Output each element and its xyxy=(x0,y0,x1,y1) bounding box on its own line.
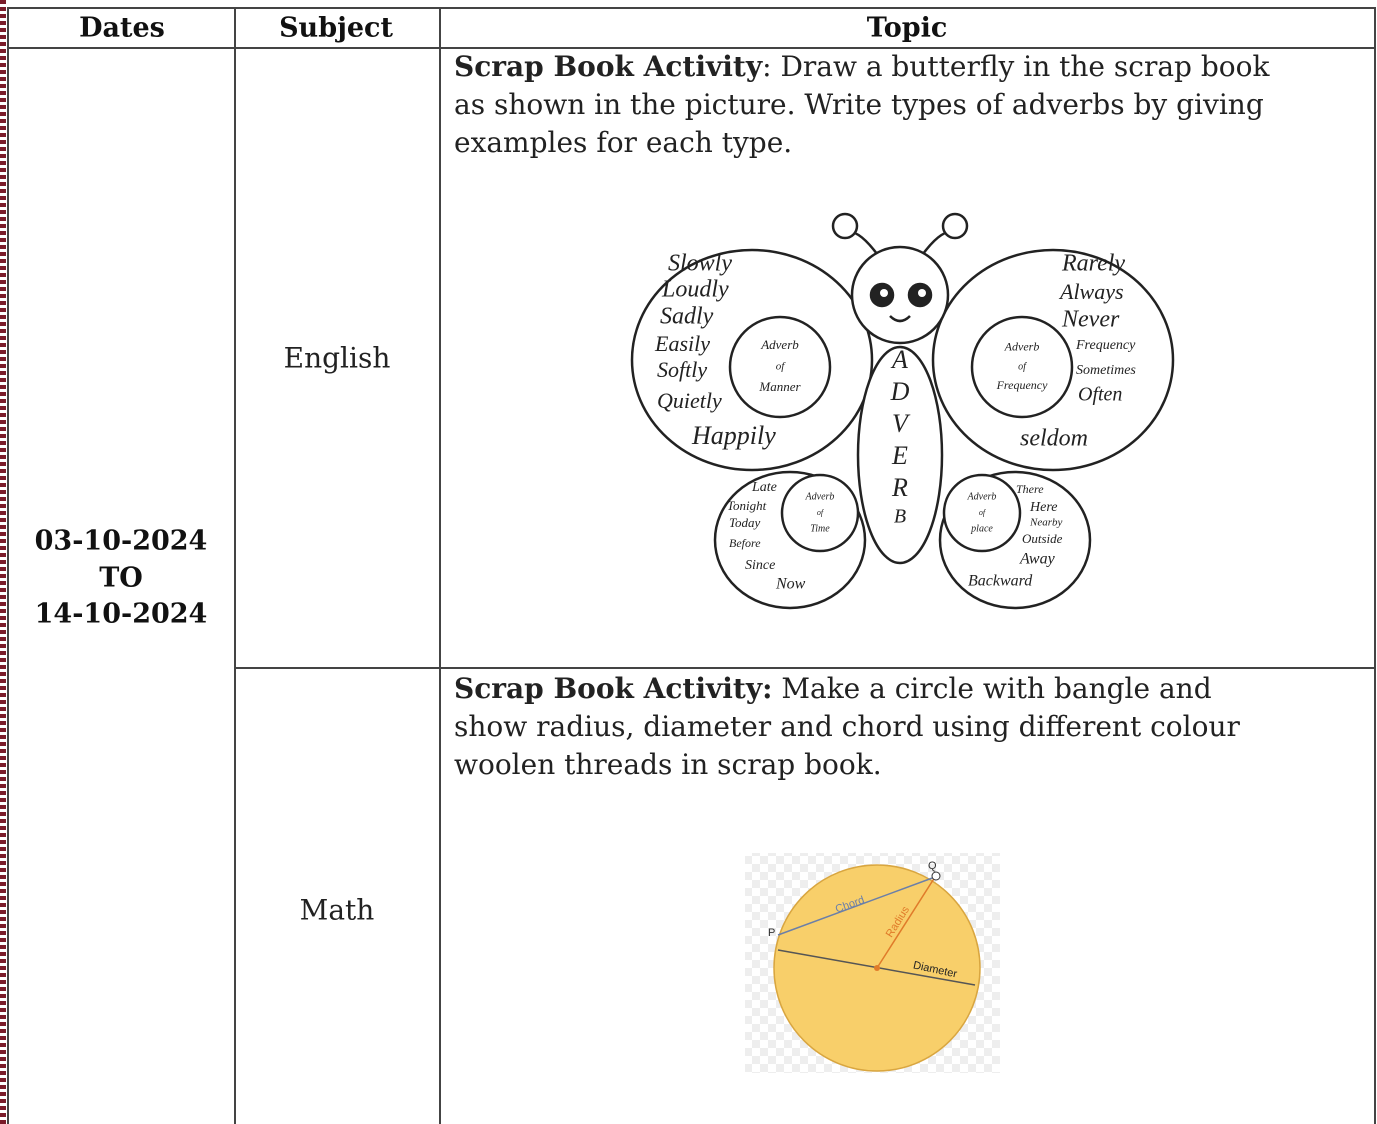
topic-line: as shown in the picture. Write types of … xyxy=(454,88,1264,121)
adverb-word: Before xyxy=(729,536,761,550)
adverb-word: Now xyxy=(775,576,806,593)
topic-text: : Draw a butterfly in the scrap book xyxy=(762,50,1270,83)
adverb-word: Today xyxy=(729,515,761,530)
column-header: Subject xyxy=(279,13,393,44)
adverb-word: Here xyxy=(1029,500,1057,515)
adverb-word: Loudly xyxy=(661,277,729,303)
adverb-word: Late xyxy=(751,480,777,495)
body-letter: V xyxy=(892,409,911,438)
subject: Math xyxy=(300,894,375,927)
adverb-word: There xyxy=(1016,482,1044,496)
date-range: TO xyxy=(99,563,143,594)
topic-line: show radius, diameter and chord using di… xyxy=(454,710,1241,743)
body-letter: R xyxy=(891,473,908,502)
topic-line: Scrap Book Activity: Draw a butterfly in… xyxy=(454,50,1270,83)
topic-text: show radius, diameter and chord using di… xyxy=(454,710,1241,743)
table-grid xyxy=(7,7,1376,1124)
topic-line: examples for each type. xyxy=(454,126,792,159)
adverb-type: place xyxy=(970,523,993,534)
adverb-word: Sometimes xyxy=(1076,363,1136,378)
activity-label: Scrap Book Activity xyxy=(454,50,763,83)
adverb-word: Easily xyxy=(654,331,710,356)
adverb-word: Frequency xyxy=(1075,338,1136,353)
adverb-word: Quietly xyxy=(657,388,722,413)
column-header: Dates xyxy=(79,13,165,44)
butterfly-drawing xyxy=(630,212,1175,610)
adverb-word: Happily xyxy=(691,421,776,450)
adverb-word: Always xyxy=(1058,279,1124,304)
adverb-word: seldom xyxy=(1020,426,1088,452)
adverb-word: Tonight xyxy=(727,498,767,513)
adverb-type: Time xyxy=(810,523,830,534)
topic-line: Scrap Book Activity: Make a circle with … xyxy=(454,672,1212,705)
adverb-word: Softly xyxy=(657,357,707,382)
topic-text: woolen threads in scrap book. xyxy=(454,748,882,781)
adverb-type: of xyxy=(776,361,787,373)
adverb-word: Backward xyxy=(968,573,1033,590)
body-letter: B xyxy=(894,506,906,528)
adverb-type: Manner xyxy=(758,379,801,394)
topic-text: Make a circle with bangle and xyxy=(772,672,1211,705)
body-letter: E xyxy=(891,441,908,470)
adverb-word: Slowly xyxy=(668,251,732,277)
topic-text: examples for each type. xyxy=(454,126,792,159)
point-label: P xyxy=(768,927,775,939)
body-letter: A xyxy=(890,345,908,374)
column-header: Topic xyxy=(867,13,948,44)
adverb-word: Rarely xyxy=(1061,251,1125,277)
adverb-word: Sadly xyxy=(660,304,714,330)
adverb-word: Away xyxy=(1019,551,1056,568)
adverb-word: Never xyxy=(1061,307,1120,333)
adverb-word: Since xyxy=(745,558,775,573)
adverb-type: Frequency xyxy=(996,378,1049,392)
adverb-type: Adverb xyxy=(967,491,997,502)
subject: English xyxy=(284,342,391,375)
topic-text: as shown in the picture. Write types of … xyxy=(454,88,1264,121)
adverb-type: of xyxy=(979,508,987,517)
date-range: 03-10-2024 xyxy=(35,526,208,557)
adverb-word: Often xyxy=(1078,384,1122,406)
date-range: 14-10-2024 xyxy=(35,599,208,630)
body-letter: D xyxy=(890,377,910,406)
circle-figure xyxy=(745,853,1000,1073)
adverb-word: Nearby xyxy=(1029,517,1063,529)
activity-label: Scrap Book Activity: xyxy=(454,672,772,705)
adverb-type: Adverb xyxy=(805,491,835,502)
point-label: Q xyxy=(928,860,937,872)
adverb-type: of xyxy=(817,508,825,517)
adverb-type: of xyxy=(1018,361,1027,372)
adverb-word: Outside xyxy=(1022,531,1063,546)
adverb-type: Adverb xyxy=(1004,340,1040,354)
topic-line: woolen threads in scrap book. xyxy=(454,748,882,781)
adverb-type: Adverb xyxy=(760,337,799,352)
